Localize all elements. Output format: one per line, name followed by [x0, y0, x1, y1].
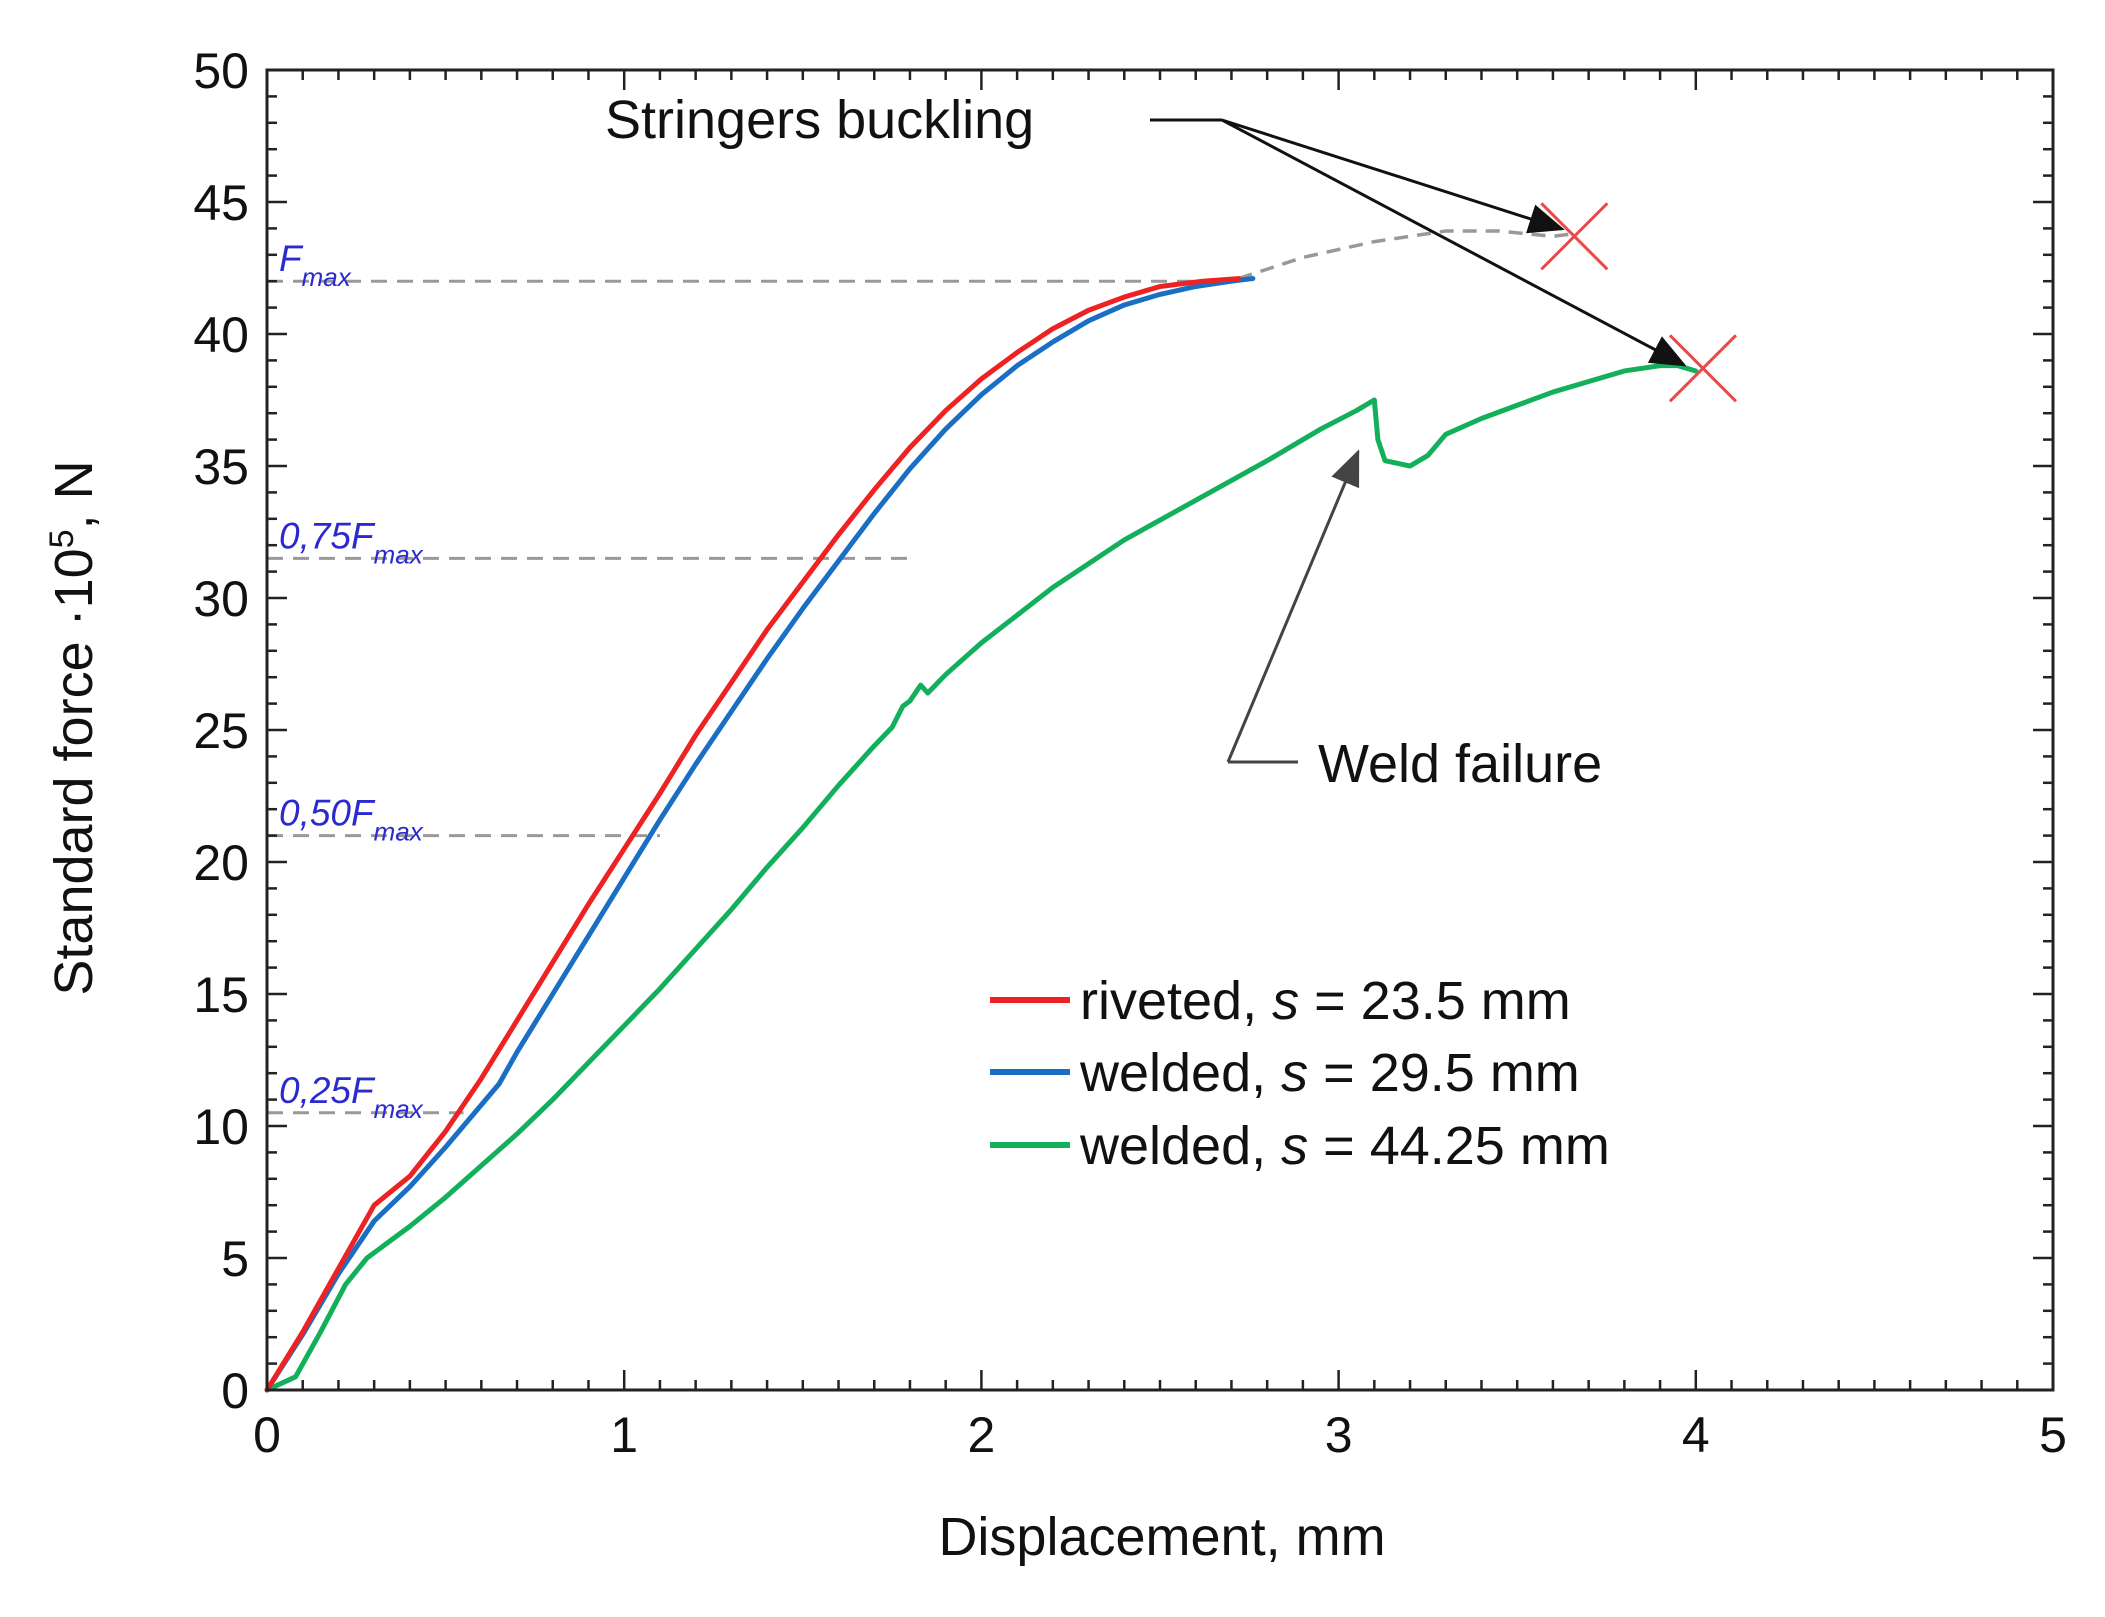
reference-line-label-0: Fmax [279, 238, 352, 292]
svg-text:welded, s = 29.5 mm: welded, s = 29.5 mm [1079, 1043, 1580, 1103]
x-axis-title: Displacement, mm [938, 1507, 1385, 1567]
failure-markers [1540, 202, 1738, 403]
legend: riveted, s = 23.5 mm welded, s = 29.5 mm… [990, 971, 1610, 1176]
legend-item-welded-44: welded, s = 44.25 mm [990, 1116, 1610, 1176]
annotation-weld-failure: Weld failure [1318, 734, 1602, 794]
y-axis-title: Standard force ·105, N [43, 460, 104, 995]
legend-item-riveted: riveted, s = 23.5 mm [990, 971, 1571, 1031]
svg-text:riveted, s = 23.5 mm: riveted, s = 23.5 mm [1080, 971, 1571, 1031]
buckling-extension-line [1238, 229, 1575, 281]
annotation-stringers-buckling: Stringers buckling [605, 90, 1034, 150]
reference-line-label-2: 0,50Fmax [279, 793, 424, 847]
annotation-weld-arrow [1226, 449, 1360, 763]
series-line-2 [264, 363, 1699, 1393]
y-tick-label: 45 [193, 175, 249, 231]
series-line-1 [264, 276, 1256, 1393]
annotation-stringers-arrow-2 [1221, 118, 1687, 367]
y-axis-title-exponent: 5 [43, 529, 81, 548]
reference-line-label-3: 0,25Fmax [279, 1070, 424, 1124]
axis-ticks [265, 68, 2055, 1392]
y-tick-label: 10 [193, 1099, 249, 1155]
reference-line-label-1: 0,75Fmax [279, 515, 424, 569]
x-tick-label: 0 [253, 1407, 281, 1463]
reference-lines: Fmax 0,75Fmax 0,50Fmax 0,25Fmax [267, 238, 1214, 1124]
y-tick-label: 30 [193, 571, 249, 627]
y-tick-label: 20 [193, 835, 249, 891]
y-tick-label: 15 [193, 967, 249, 1023]
y-tick-label: 50 [193, 43, 249, 99]
series-layer [264, 229, 1699, 1393]
x-tick-label: 4 [1682, 1407, 1710, 1463]
x-tick-label: 1 [610, 1407, 638, 1463]
x-tick-label: 5 [2039, 1407, 2067, 1463]
plot-area-frame [265, 68, 2055, 1392]
x-tick-label: 2 [967, 1407, 995, 1463]
svg-text:welded, s = 44.25 mm: welded, s = 44.25 mm [1079, 1116, 1610, 1176]
y-tick-label: 0 [221, 1363, 249, 1419]
failure-marker-0 [1540, 202, 1609, 271]
annotation-stringers-arrow-1 [1221, 118, 1565, 234]
y-tick-label: 35 [193, 439, 249, 495]
y-tick-label: 40 [193, 307, 249, 363]
x-tick-label: 3 [1325, 1407, 1353, 1463]
legend-item-welded-29: welded, s = 29.5 mm [990, 1043, 1580, 1103]
y-tick-label: 5 [221, 1231, 249, 1287]
series-line-0 [264, 276, 1242, 1393]
y-tick-label: 25 [193, 703, 249, 759]
